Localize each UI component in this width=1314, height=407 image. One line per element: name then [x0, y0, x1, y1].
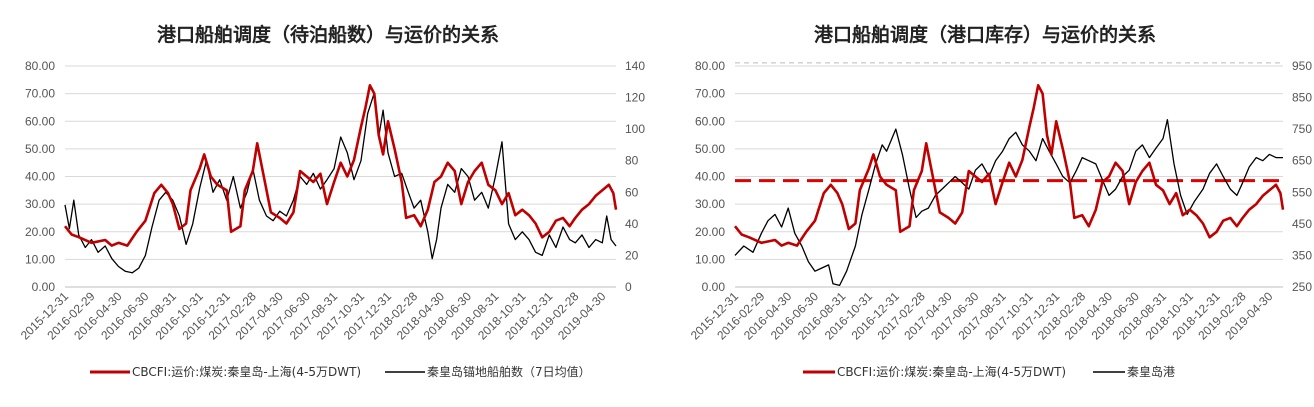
y-right-tick-label: 250: [1292, 280, 1312, 294]
y-left-tick-label: 20.00: [25, 225, 55, 239]
y-left-tick-label: 40.00: [695, 170, 725, 184]
y-right-tick-label: 850: [1292, 91, 1312, 105]
y-left-tick-label: 70.00: [25, 87, 55, 101]
legend-label: CBCFI:运价:煤炭:秦皇岛-上海(4-5万DWT): [132, 364, 361, 379]
legend-label: CBCFI:运价:煤炭:秦皇岛-上海(4-5万DWT): [837, 364, 1066, 379]
y-right-tick-label: 100: [625, 122, 645, 136]
y-right-tick-label: 350: [1292, 248, 1312, 262]
legend-label: 秦皇岛锚地船舶数（7日均值）: [427, 364, 591, 379]
chart-anchorage-vs-freight: 港口船舶调度（待泊船数）与运价的关系 0.00 10.00 20.00 30.00 40.…: [18, 23, 646, 379]
y-left-tick-label: 50.00: [695, 142, 725, 156]
y-right-tick-label: 80: [625, 154, 639, 168]
y-left-tick-label: 20.00: [695, 225, 725, 239]
chart-panel-anchorage: 港口船舶调度（待泊船数）与运价的关系 0.00 10.00 20.00 30.00 40.…: [18, 23, 646, 379]
y-right-tick-label: 140: [625, 59, 645, 73]
y-left-tick-label: 60.00: [695, 114, 725, 128]
chart-title: 港口船舶调度（待泊船数）与运价的关系: [157, 23, 499, 46]
y-left-tick-label: 30.00: [25, 197, 55, 211]
series-line-port: [734, 119, 1283, 287]
y-right-tick-label: 650: [1292, 154, 1312, 168]
y-left-tick-label: 10.00: [695, 252, 725, 266]
series-line-freight: [63, 84, 618, 247]
y-left-tick-label: 30.00: [695, 197, 725, 211]
y-right-tick-label: 550: [1292, 185, 1312, 199]
y-right-tick-label: 120: [625, 91, 645, 105]
y-right-tick-label: 450: [1292, 217, 1312, 231]
y-left-tick-label: 50.00: [25, 142, 55, 156]
y-left-tick-label: 0.00: [32, 280, 56, 294]
y-left-tick-label: 70.00: [695, 87, 725, 101]
y-left-tick-label: 60.00: [25, 114, 55, 128]
chart-panel-inventory: 港口船舶调度（港口库存）与运价的关系 0.00 10.00 20.00 30.00 40.…: [657, 0, 1314, 407]
y-left-tick-label: 10.00: [25, 252, 55, 266]
y-left-tick-label: 0.00: [702, 280, 726, 294]
y-right-tick-label: 20: [625, 248, 639, 262]
y-left-tick-label: 40.00: [25, 170, 55, 184]
y-right-tick-label: 0: [625, 280, 632, 294]
series-line-port: [64, 92, 617, 274]
y-right-tick-label: 60: [625, 185, 639, 199]
y-left-tick-label: 80.00: [695, 59, 725, 73]
y-left-tick-label: 80.00: [25, 59, 55, 73]
series-line-freight: [733, 84, 1285, 247]
chart-title: 港口船舶调度（港口库存）与运价的关系: [814, 23, 1156, 46]
legend-label: 秦皇岛港: [1127, 364, 1175, 379]
y-right-tick-label: 950: [1292, 59, 1312, 73]
y-right-tick-label: 40: [625, 217, 639, 231]
y-right-tick-label: 750: [1292, 122, 1312, 136]
chart-inventory-vs-freight: 港口船舶调度（港口库存）与运价的关系 0.00 10.00 20.00 30.00 40.…: [688, 23, 1313, 379]
